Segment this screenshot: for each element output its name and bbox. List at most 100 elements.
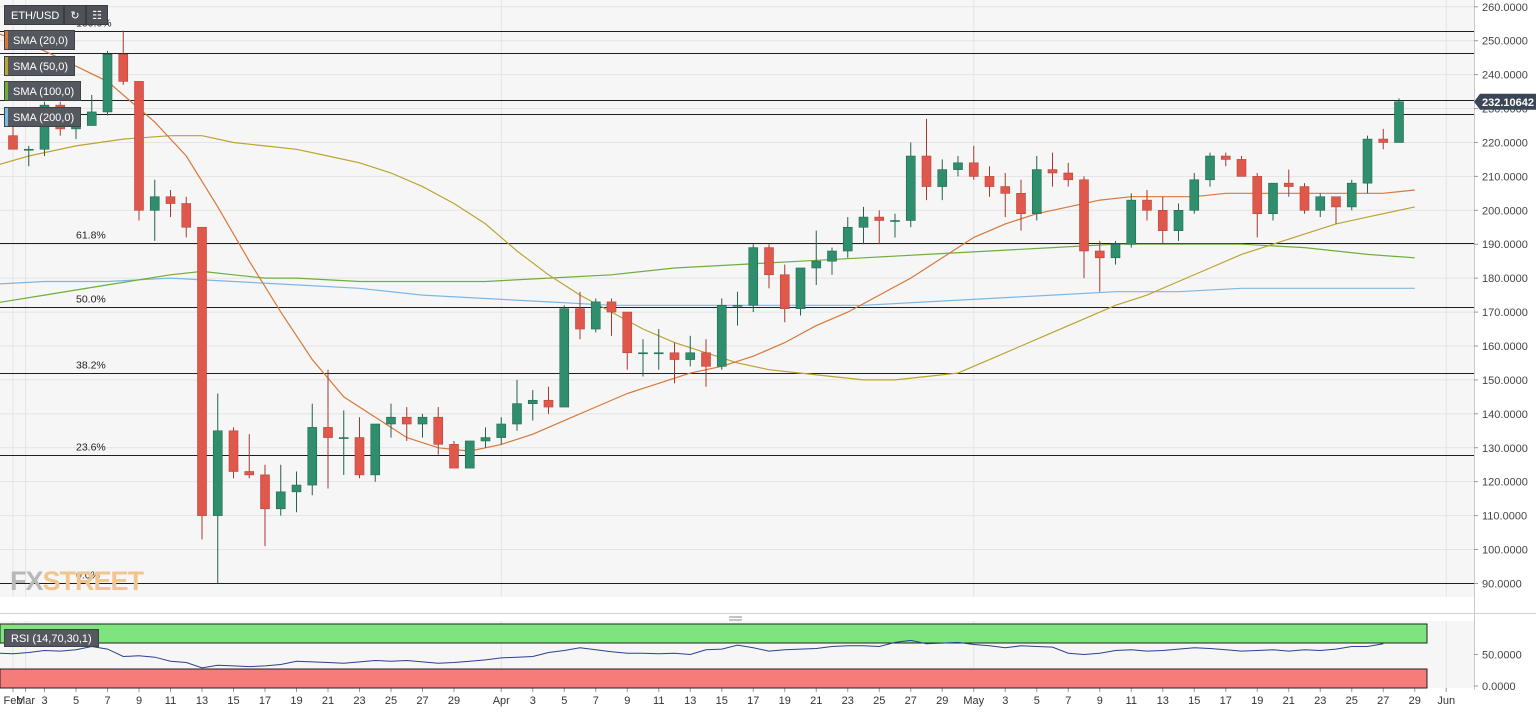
x-tick-label: 27 [416,695,428,707]
candle-body [181,203,192,228]
rsi-label[interactable]: RSI (14,70,30,1) [4,629,99,647]
candle-body [244,471,255,476]
fib-level-label: 23.6% [76,442,106,454]
candle-body [653,352,664,355]
x-tick-label: 23 [353,695,365,707]
candle-body [86,111,97,126]
y-tick-label: 180.0000 [1482,273,1528,285]
indicator-sma100-label: SMA (100,0) [13,86,75,98]
y-tick-label: 220.0000 [1482,137,1528,149]
candle-body [968,162,979,177]
sma100-swatch [5,82,8,100]
x-tick-label: 29 [448,695,460,707]
x-tick-label: 21 [322,695,334,707]
candle-body [606,301,617,313]
candle-body [811,260,822,269]
y-tick-label: 260.0000 [1482,2,1528,14]
candle-body [386,416,396,425]
candle-body [464,440,475,469]
x-tick-label: 5 [561,695,567,707]
candle-body [1047,169,1058,174]
y-tick-label: 160.0000 [1482,341,1528,353]
x-tick-label: 21 [810,695,822,707]
indicator-sma50[interactable]: SMA (50,0) [4,56,76,76]
x-tick-label: 27 [1377,695,1389,707]
candle-body [716,304,727,367]
x-tick-label: May [963,695,984,707]
x-tick-label: 15 [1188,695,1200,707]
candle-body [102,53,113,113]
indicator-sma100[interactable]: SMA (100,0) [4,81,82,101]
x-tick-label: 19 [1251,695,1263,707]
candle-body [622,311,633,354]
sma100-line [0,243,1415,303]
x-tick-label: 17 [259,695,271,707]
x-tick-label: Apr [493,695,510,707]
indicator-sma200[interactable]: SMA (200,0) [4,107,82,127]
x-tick-label: 3 [41,695,47,707]
y-tick-label: 240.0000 [1482,70,1528,82]
candle-body [748,247,759,306]
logo-fx: FX [10,566,44,596]
x-tick-label: 13 [1157,695,1169,707]
candlestick-icon: ☷ [92,10,102,22]
candle-body [937,169,948,187]
candle-body [1220,155,1231,160]
price-tag-label: 232.10642 [1482,97,1534,109]
x-tick-label: 11 [165,695,176,707]
chart-type-button[interactable]: ☷ [86,5,108,25]
rsi-oversold-zone [0,668,1428,689]
x-tick-label: 13 [196,695,208,707]
candle-body [165,196,176,204]
x-tick-label: 7 [593,695,599,707]
candle-body [354,437,365,476]
x-tick-label: 7 [104,695,110,707]
candle-body [512,403,522,425]
candle-body [779,274,790,309]
candle-body [543,399,554,408]
x-tick-label: 7 [1065,695,1071,707]
candle-body [1173,210,1184,231]
logo-street: STREET [42,566,145,596]
indicator-sma200-label: SMA (200,0) [13,112,75,124]
candle-body [527,399,538,404]
rsi-tick-label: 50.0000 [1482,650,1522,662]
x-tick-label: 13 [684,695,696,707]
candle-body [559,308,570,408]
x-tick-label: 29 [1409,695,1421,707]
indicator-sma20-label: SMA (20,0) [13,35,69,47]
candle-body [890,220,900,222]
refresh-icon: ↻ [70,10,80,22]
x-tick-label: 3 [1002,695,1008,707]
rsi-overbought-zone [0,623,1428,644]
symbol-label[interactable]: ETH/USD [4,5,64,25]
y-tick-label: 120.0000 [1482,477,1528,489]
refresh-button[interactable]: ↻ [64,5,86,25]
candle-body [433,416,444,445]
candle-body [1268,182,1278,214]
indicator-sma20[interactable]: SMA (20,0) [4,30,76,50]
candle-body [590,301,601,330]
candle-body [212,430,223,516]
y-tick-label: 210.0000 [1482,171,1528,183]
x-tick-label: Feb [4,695,23,707]
price-tag [1474,93,1536,110]
sma200-line [0,277,1415,306]
candle-body [1031,169,1042,214]
candle-body [1016,193,1026,214]
x-tick-label: 19 [779,695,791,707]
candle-body [1299,186,1310,211]
x-tick-label: 11 [1126,695,1137,707]
sma200-swatch [5,108,8,126]
x-tick-label: 5 [73,695,79,707]
y-tick-label: 130.0000 [1482,443,1528,455]
candle-body [669,352,680,360]
candle-body [795,267,806,309]
candle-body [858,216,869,228]
candle-body [307,427,318,486]
y-tick-label: 200.0000 [1482,205,1528,217]
fib-level-label: 0.0% [76,570,100,582]
candle-body [764,247,774,276]
candle-body [149,196,160,211]
